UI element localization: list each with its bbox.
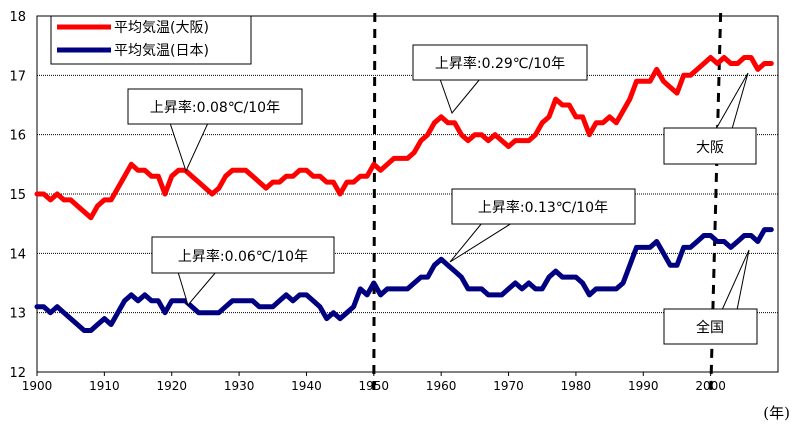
legend-label-japan: 平均気温(日本)	[114, 43, 209, 59]
y-tick-label: 14	[9, 247, 26, 262]
callout-text: 大阪	[696, 140, 724, 156]
x-tick-label: 1900	[22, 379, 53, 393]
callout-japan-early: 上昇率:0.06℃/10年	[151, 236, 335, 307]
callout-text: 上昇率:0.13℃/10年	[478, 199, 608, 216]
y-tick-label: 18	[9, 10, 26, 25]
grid-lines	[37, 74, 778, 314]
series-line-japan	[34, 227, 774, 333]
callout-pointer	[177, 271, 217, 307]
callout-text: 上昇率:0.29℃/10年	[435, 55, 565, 72]
callout-pointer	[169, 122, 209, 173]
callout-pointer	[449, 222, 513, 263]
callout-osaka-tag: 大阪	[663, 72, 757, 165]
y-tick-label: 16	[9, 129, 26, 144]
x-tick-label: 1960	[426, 379, 457, 393]
x-tick-label: 2000	[695, 379, 726, 393]
series-lines	[34, 55, 774, 333]
y-tick-label: 15	[9, 188, 26, 203]
x-tick-label: 1940	[291, 379, 322, 393]
y-tick-label: 17	[9, 69, 26, 84]
callout-box	[451, 188, 636, 225]
x-axis-ticks: 1900 1910 1920 1930 1940 1950 1960 1970 1980 1990…	[22, 372, 726, 393]
callout-pointer	[439, 78, 481, 115]
y-tick-label: 12	[9, 366, 26, 381]
y-tick-label: 13	[9, 307, 26, 322]
legend: 平均気温(大阪) 平均気温(日本)	[50, 15, 252, 65]
legend-label-osaka: 平均気温(大阪)	[114, 20, 209, 36]
callout-box	[663, 127, 757, 165]
callout-osaka-late: 上昇率:0.29℃/10年	[412, 44, 588, 115]
callout-pointer	[721, 249, 750, 311]
callout-text: 上昇率:0.08℃/10年	[150, 99, 280, 116]
callout-osaka-early: 上昇率:0.08℃/10年	[127, 88, 303, 173]
x-tick-label: 1980	[561, 379, 592, 393]
series-line-osaka	[34, 55, 774, 221]
x-tick-label: 1910	[89, 379, 120, 393]
callout-japan-late: 上昇率:0.13℃/10年	[449, 188, 636, 263]
x-tick-label: 1930	[224, 379, 255, 393]
callout-box	[151, 236, 335, 274]
x-tick-label: 1920	[156, 379, 187, 393]
callout-pointer	[715, 72, 749, 130]
callout-japan-tag: 全国	[663, 249, 758, 345]
callout-box	[663, 308, 758, 345]
x-tick-label: 1990	[628, 379, 659, 393]
x-axis-unit-label: (年)	[763, 404, 790, 422]
callout-box	[412, 44, 588, 81]
x-tick-label: 1950	[359, 379, 390, 393]
callout-text: 全国	[696, 319, 724, 336]
callout-text: 上昇率:0.06℃/10年	[178, 248, 308, 265]
y-axis-ticks: 12 13 14 15 16 17 18	[9, 10, 26, 381]
x-tick-label: 1970	[493, 379, 524, 393]
callout-box	[127, 88, 303, 125]
legend-box	[50, 15, 252, 65]
